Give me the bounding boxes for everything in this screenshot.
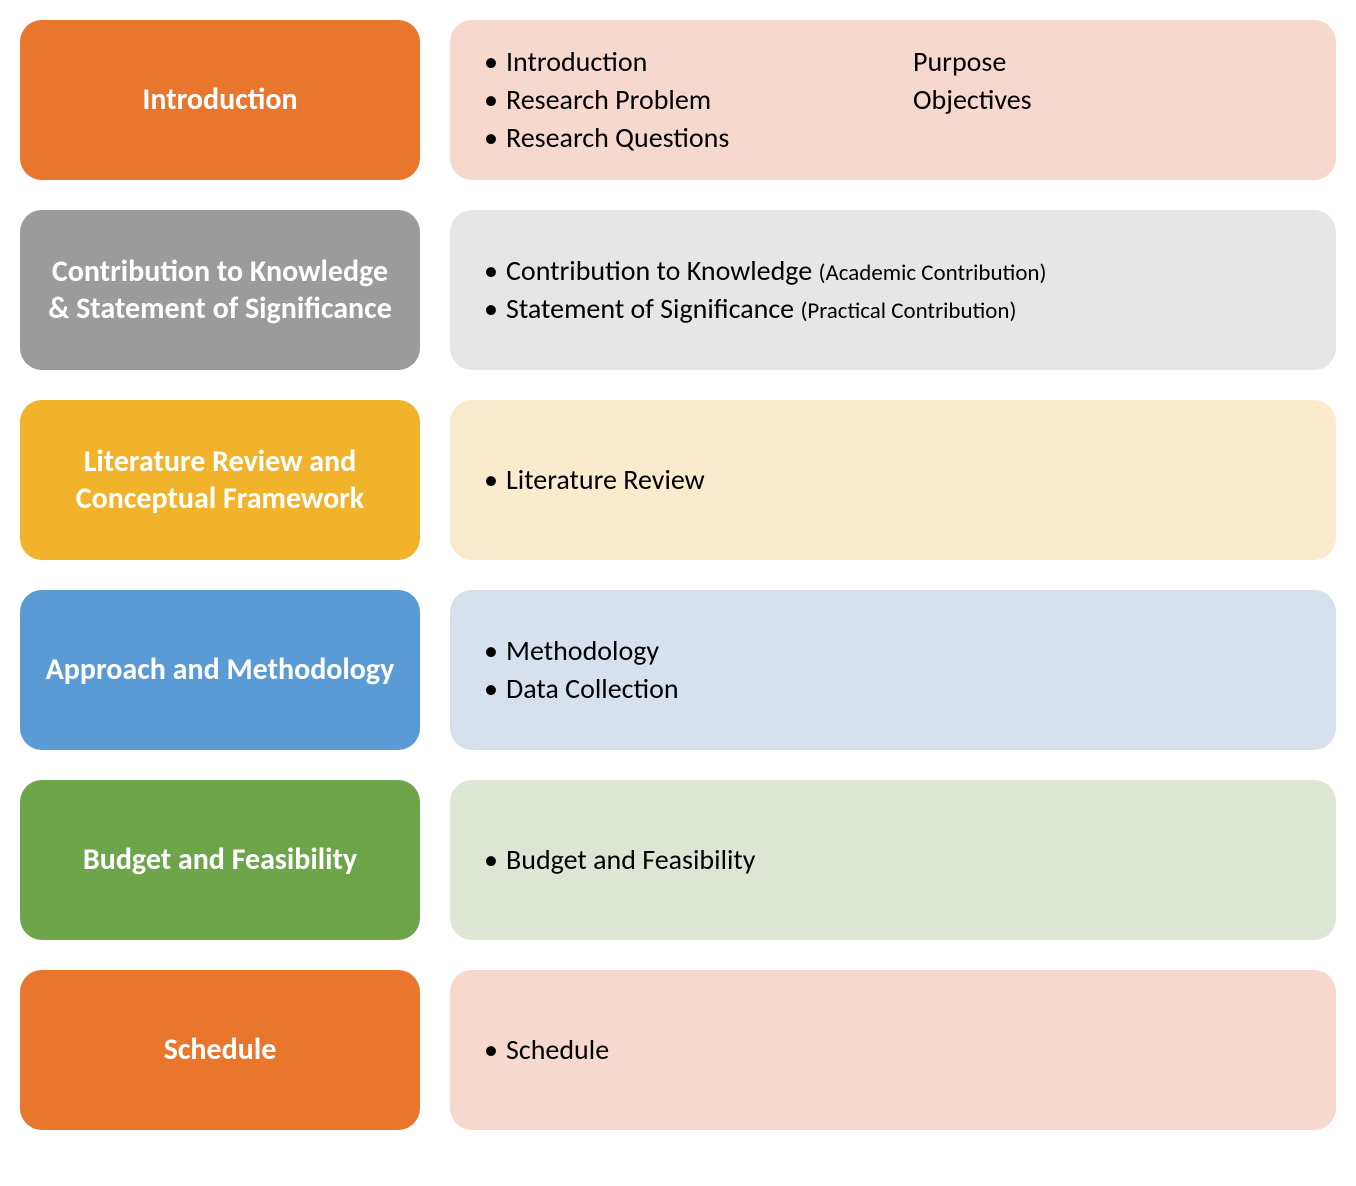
section-title-literature: Literature Review and Conceptual Framewo… [20, 400, 420, 560]
section-content-contribution: Contribution to Knowledge (Academic Cont… [450, 210, 1336, 370]
section-title-contribution: Contribution to Knowledge & Statement of… [20, 210, 420, 370]
bullet-list: Contribution to Knowledge (Academic Cont… [484, 252, 1046, 328]
bullet-list: Introduction Research Problem Research Q… [484, 43, 873, 156]
section-content-budget: Budget and Feasibility [450, 780, 1336, 940]
bullet-text: Statement of Significance [506, 291, 794, 326]
bullet-paren: (Academic Contribution) [819, 259, 1047, 287]
bullet-item: Research Problem [484, 81, 873, 119]
section-row-contribution: Contribution to Knowledge & Statement of… [20, 210, 1336, 370]
section-row-schedule: Schedule Schedule [20, 970, 1336, 1130]
right-column: Purpose Objectives [913, 43, 1302, 156]
bullet-list: Budget and Feasibility [484, 841, 755, 879]
section-title-text: Approach and Methodology [46, 651, 395, 689]
bullet-paren: (Practical Contribution) [800, 297, 1016, 325]
section-title-budget: Budget and Feasibility [20, 780, 420, 940]
section-content-schedule: Schedule [450, 970, 1336, 1130]
section-content-methodology: Methodology Data Collection [450, 590, 1336, 750]
bullet-item: Introduction [484, 43, 873, 81]
bullet-list: Methodology Data Collection [484, 632, 679, 708]
section-content-literature: Literature Review [450, 400, 1336, 560]
section-row-methodology: Approach and Methodology Methodology Dat… [20, 590, 1336, 750]
plain-list: Purpose Objectives [913, 43, 1302, 119]
section-content-introduction: Introduction Research Problem Research Q… [450, 20, 1336, 180]
left-column: Introduction Research Problem Research Q… [484, 43, 873, 156]
section-title-text: Budget and Feasibility [83, 841, 357, 879]
bullet-item: Research Questions [484, 119, 873, 157]
plain-item: Purpose [913, 43, 1302, 81]
section-title-text: Contribution to Knowledge & Statement of… [44, 253, 396, 328]
section-title-methodology: Approach and Methodology [20, 590, 420, 750]
section-title-schedule: Schedule [20, 970, 420, 1130]
bullet-item: Schedule [484, 1031, 609, 1069]
bullet-item: Contribution to Knowledge (Academic Cont… [484, 252, 1046, 290]
bullet-item: Literature Review [484, 461, 705, 499]
bullet-list: Literature Review [484, 461, 705, 499]
bullet-list: Schedule [484, 1031, 609, 1069]
section-row-literature: Literature Review and Conceptual Framewo… [20, 400, 1336, 560]
plain-item: Objectives [913, 81, 1302, 119]
section-title-text: Schedule [164, 1031, 277, 1069]
section-title-text: Literature Review and Conceptual Framewo… [44, 443, 396, 518]
section-title-text: Introduction [142, 81, 297, 119]
section-title-introduction: Introduction [20, 20, 420, 180]
bullet-item: Statement of Significance (Practical Con… [484, 290, 1046, 328]
diagram-container: Introduction Introduction Research Probl… [20, 20, 1336, 1130]
section-row-budget: Budget and Feasibility Budget and Feasib… [20, 780, 1336, 940]
section-row-introduction: Introduction Introduction Research Probl… [20, 20, 1336, 180]
bullet-item: Data Collection [484, 670, 679, 708]
bullet-item: Methodology [484, 632, 679, 670]
bullet-item: Budget and Feasibility [484, 841, 755, 879]
two-column-content: Introduction Research Problem Research Q… [484, 43, 1302, 156]
bullet-text: Contribution to Knowledge [506, 253, 812, 288]
